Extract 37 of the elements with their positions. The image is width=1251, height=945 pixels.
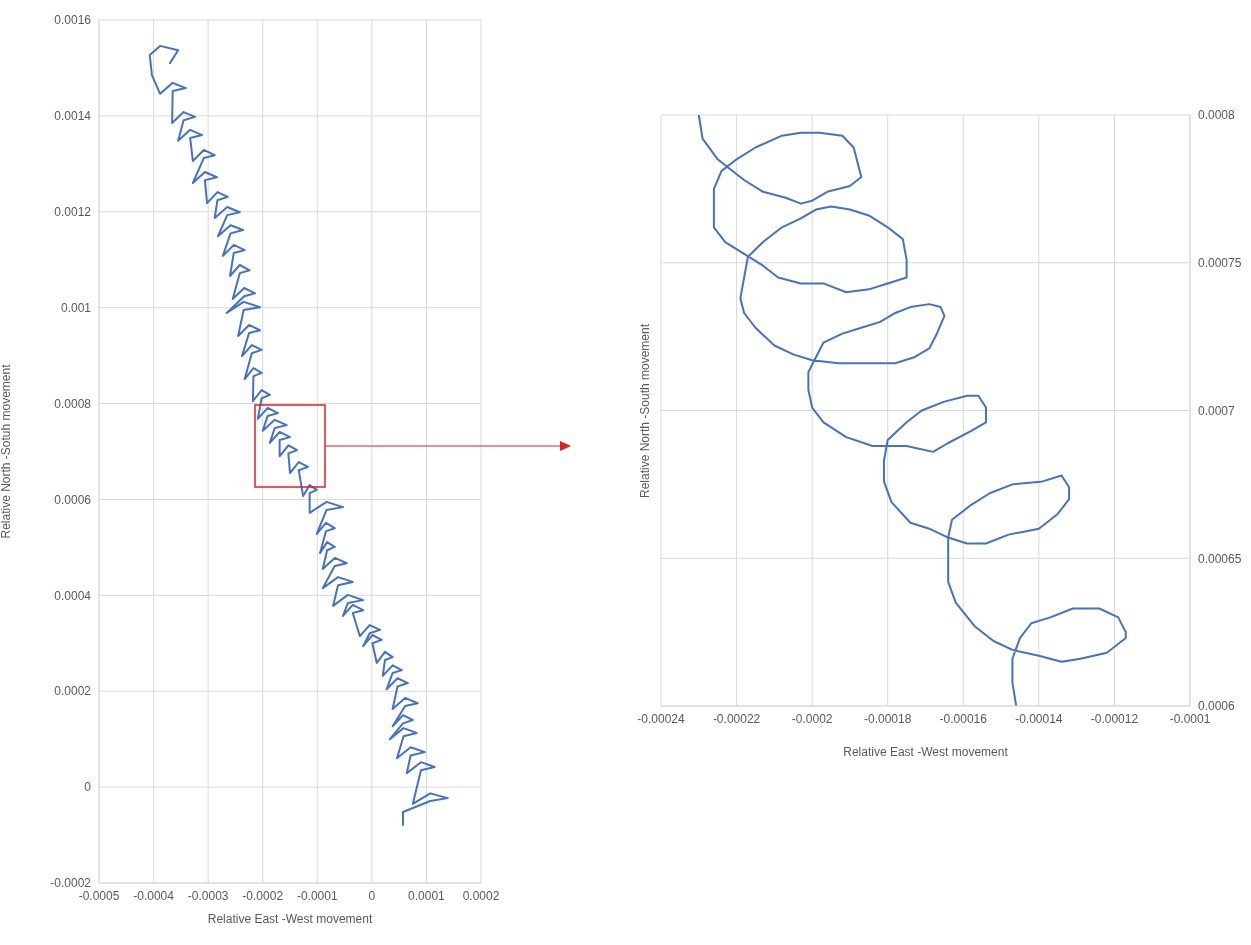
x-tick-label: -0.0003 (187, 888, 229, 903)
y-tick-label: 0.0007 (1198, 403, 1236, 418)
y-tick-label: 0.0012 (54, 205, 92, 220)
x-tick-label: -0.00012 (1090, 711, 1139, 726)
y-tick-label: 0.0008 (1198, 108, 1236, 123)
y-tick-label: 0.0006 (54, 492, 92, 507)
y-tick-label: 0.00075 (1198, 256, 1242, 271)
x-tick-label: -0.00014 (1015, 711, 1063, 726)
y-tick-label: -0.0002 (50, 876, 92, 891)
x-axis-title: Relative East -West movement (207, 912, 373, 926)
y-tick-label: 0.0006 (1198, 699, 1236, 714)
x-tick-label: -0.00016 (939, 711, 988, 726)
y-tick-label: 0.0004 (54, 588, 92, 603)
x-tick-label: -0.0001 (296, 888, 338, 903)
x-tick-label: -0.0001 (1169, 711, 1211, 726)
y-tick-label: 0.00065 (1198, 551, 1242, 566)
y-tick-label: 0.0014 (54, 109, 92, 124)
y-axis-title: Relative North -Sotuh movement (0, 363, 14, 539)
y-tick-label: 0.001 (60, 300, 92, 315)
x-tick-label: 0 (368, 888, 376, 903)
x-tick-label: -0.0002 (242, 888, 284, 903)
x-axis-title: Relative East -West movement (843, 745, 1009, 759)
x-tick-label: -0.00018 (864, 711, 912, 726)
y-tick-label: 0.0002 (54, 684, 92, 699)
x-tick-label: 0.0002 (462, 888, 500, 903)
y-axis-title: Relative North -South movement (638, 323, 652, 498)
x-tick-label: -0.0005 (78, 888, 120, 903)
y-tick-label: 0.0008 (54, 396, 92, 411)
line-series (148, 44, 449, 826)
x-tick-label: -0.00022 (712, 711, 761, 726)
y-tick-label: 0.0016 (54, 13, 92, 28)
line-series (697, 115, 1127, 706)
y-tick-label: 0 (84, 780, 92, 795)
x-tick-label: -0.0002 (791, 711, 833, 726)
x-tick-label: 0.0001 (408, 888, 446, 903)
x-tick-label: -0.00024 (637, 711, 686, 726)
x-tick-label: -0.0004 (133, 888, 175, 903)
